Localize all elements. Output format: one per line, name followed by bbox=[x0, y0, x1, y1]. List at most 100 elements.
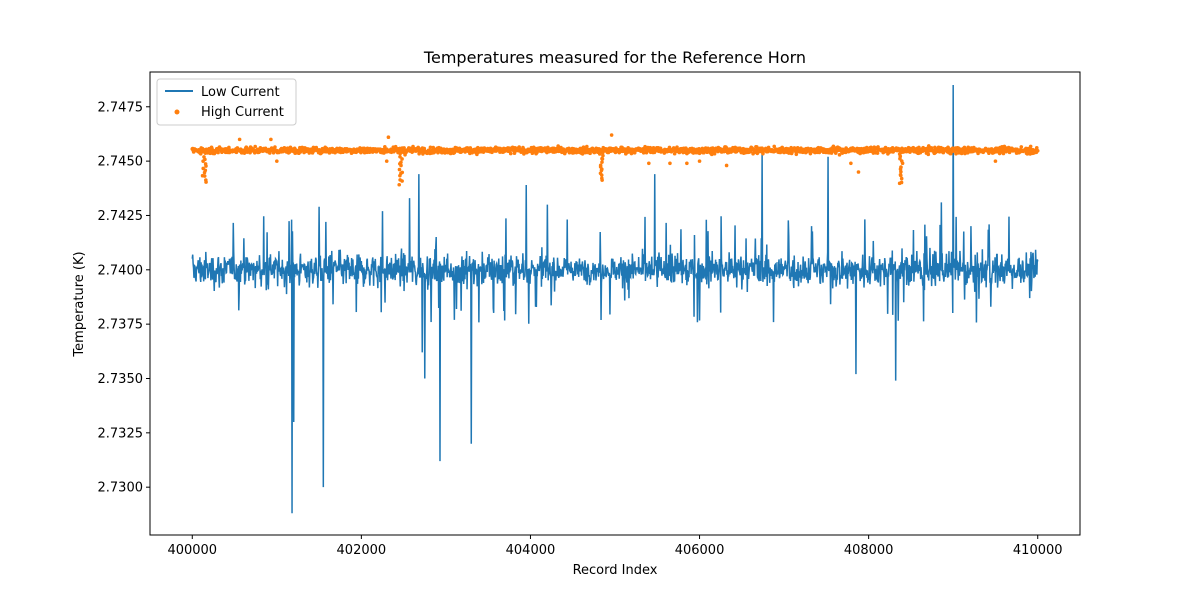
high-current-point bbox=[1019, 145, 1024, 149]
high-current-point bbox=[899, 176, 904, 181]
high-current-point bbox=[399, 148, 404, 153]
high-current-point bbox=[588, 151, 592, 156]
high-current-point bbox=[772, 144, 777, 149]
high-current-point bbox=[397, 182, 402, 187]
x-tick-label: 406000 bbox=[675, 543, 725, 558]
high-current-point bbox=[647, 161, 651, 166]
high-current-point bbox=[204, 180, 208, 184]
high-current-point bbox=[926, 152, 931, 157]
high-current-point bbox=[508, 151, 513, 156]
plot-area bbox=[190, 85, 1040, 514]
high-current-point bbox=[400, 179, 404, 183]
y-tick-label: 2.7375 bbox=[98, 318, 144, 333]
high-current-point bbox=[397, 167, 402, 172]
x-tick-label: 402000 bbox=[337, 543, 387, 558]
high-current-point bbox=[976, 151, 980, 156]
high-current-point bbox=[898, 151, 903, 155]
high-current-point bbox=[761, 151, 765, 156]
high-current-point bbox=[601, 153, 605, 158]
high-current-point bbox=[599, 168, 604, 173]
high-current-point bbox=[899, 169, 903, 174]
high-current-point bbox=[597, 149, 602, 153]
y-tick-label: 2.7400 bbox=[98, 263, 144, 278]
high-current-point bbox=[417, 151, 421, 156]
series-high-current bbox=[190, 133, 1040, 187]
high-current-point bbox=[273, 145, 277, 149]
high-current-point bbox=[202, 170, 207, 175]
high-current-point bbox=[808, 151, 813, 156]
high-current-point bbox=[599, 173, 604, 177]
high-current-point bbox=[668, 161, 672, 166]
high-current-point bbox=[899, 173, 903, 178]
high-current-point bbox=[600, 178, 604, 182]
high-current-point bbox=[204, 164, 208, 168]
high-current-point bbox=[269, 137, 273, 142]
high-current-point bbox=[400, 157, 404, 161]
high-current-point bbox=[643, 144, 647, 149]
y-tick-label: 2.7475 bbox=[98, 100, 144, 115]
y-tick-label: 2.7425 bbox=[98, 209, 144, 224]
high-current-point bbox=[685, 161, 689, 166]
x-axis: 400000 402000 404000 406000 408000 410000 bbox=[167, 535, 1063, 558]
high-current-point bbox=[600, 160, 604, 164]
legend-label-low-current: Low Current bbox=[201, 85, 280, 100]
y-tick-label: 2.7325 bbox=[98, 426, 144, 441]
high-current-point bbox=[203, 148, 207, 153]
high-current-point bbox=[237, 137, 242, 142]
high-current-point bbox=[1001, 151, 1006, 156]
high-current-point bbox=[227, 145, 231, 150]
chart-title: Temperatures measured for the Reference … bbox=[423, 48, 806, 67]
high-current-point bbox=[1035, 149, 1040, 153]
high-current-point bbox=[697, 159, 702, 163]
plot-frame bbox=[149, 71, 1081, 536]
high-current-point bbox=[641, 151, 646, 155]
high-current-point bbox=[780, 145, 785, 150]
y-axis: 2.7300 2.7325 2.7350 2.7375 2.7400 2.7425 2.74… bbox=[98, 100, 150, 496]
high-current-point bbox=[1034, 146, 1039, 150]
x-axis-label: Record Index bbox=[573, 563, 658, 578]
high-current-point bbox=[597, 152, 602, 156]
legend: Low Current High Current bbox=[156, 78, 297, 126]
high-current-point bbox=[954, 151, 958, 156]
y-axis-label: Temperature (K) bbox=[72, 251, 87, 357]
high-current-point bbox=[428, 145, 433, 150]
high-current-point bbox=[864, 145, 869, 150]
high-current-point bbox=[712, 151, 717, 156]
high-current-point bbox=[856, 170, 861, 174]
high-current-point bbox=[1028, 144, 1033, 149]
high-current-point bbox=[398, 173, 402, 178]
high-current-point bbox=[253, 144, 258, 149]
high-current-point bbox=[609, 133, 614, 137]
legend-label-high-current: High Current bbox=[201, 105, 284, 120]
x-tick-label: 400000 bbox=[167, 543, 217, 558]
high-current-point bbox=[386, 135, 391, 140]
high-current-point bbox=[203, 151, 208, 155]
high-current-point bbox=[675, 145, 679, 149]
y-tick-label: 2.7450 bbox=[98, 155, 144, 170]
x-tick-label: 404000 bbox=[506, 543, 556, 558]
high-current-point bbox=[794, 152, 799, 157]
high-current-point bbox=[993, 159, 998, 163]
series-low-current bbox=[191, 85, 1039, 514]
legend-marker-high-current bbox=[174, 109, 180, 115]
high-current-point bbox=[201, 159, 205, 163]
high-current-point bbox=[398, 151, 402, 156]
high-current-point bbox=[198, 152, 203, 156]
high-current-point bbox=[897, 181, 902, 186]
high-current-point bbox=[875, 151, 880, 155]
high-current-point bbox=[849, 161, 853, 166]
low-current-line bbox=[191, 85, 1039, 514]
high-current-point bbox=[724, 163, 729, 168]
y-tick-label: 2.7350 bbox=[98, 372, 144, 387]
high-current-point bbox=[384, 159, 389, 163]
high-current-point bbox=[900, 161, 905, 166]
high-current-point bbox=[202, 174, 207, 178]
high-current-point bbox=[600, 157, 605, 161]
y-tick-label: 2.7300 bbox=[98, 481, 144, 496]
x-tick-label: 410000 bbox=[1013, 543, 1063, 558]
high-current-point bbox=[275, 159, 279, 163]
high-current-point bbox=[399, 163, 403, 168]
high-current-point bbox=[216, 150, 220, 155]
high-current-point bbox=[837, 153, 842, 157]
